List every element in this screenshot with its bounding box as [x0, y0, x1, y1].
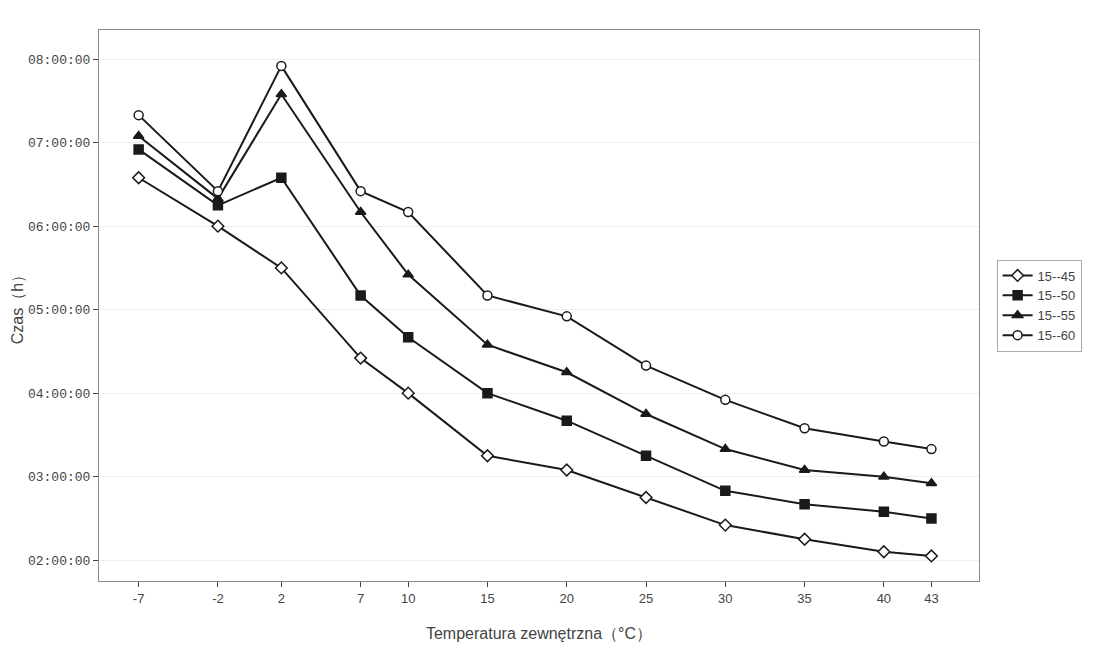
svg-text:15: 15 — [480, 591, 494, 606]
svg-text:7: 7 — [357, 591, 364, 606]
svg-text:-7: -7 — [133, 591, 145, 606]
svg-text:2: 2 — [278, 591, 285, 606]
svg-text:15--50: 15--50 — [1038, 288, 1076, 303]
svg-text:10: 10 — [401, 591, 415, 606]
svg-text:15--55: 15--55 — [1038, 308, 1076, 323]
svg-text:Temperatura zewnętrzna（°C）: Temperatura zewnętrzna（°C） — [426, 625, 652, 642]
svg-text:Czas（h）: Czas（h） — [9, 267, 26, 344]
svg-text:15--60: 15--60 — [1038, 328, 1076, 343]
svg-text:02:00:00: 02:00:00 — [28, 554, 90, 569]
svg-text:15--45: 15--45 — [1038, 269, 1076, 284]
svg-text:25: 25 — [639, 591, 653, 606]
svg-text:07:00:00: 07:00:00 — [28, 136, 90, 151]
svg-text:08:00:00: 08:00:00 — [28, 53, 90, 68]
svg-text:06:00:00: 06:00:00 — [28, 220, 90, 235]
svg-text:04:00:00: 04:00:00 — [28, 387, 90, 402]
svg-text:-2: -2 — [212, 591, 224, 606]
svg-text:05:00:00: 05:00:00 — [28, 303, 90, 318]
svg-text:40: 40 — [877, 591, 891, 606]
svg-text:35: 35 — [797, 591, 811, 606]
svg-text:43: 43 — [924, 591, 938, 606]
svg-text:20: 20 — [560, 591, 574, 606]
svg-text:30: 30 — [718, 591, 732, 606]
svg-text:03:00:00: 03:00:00 — [28, 470, 90, 485]
